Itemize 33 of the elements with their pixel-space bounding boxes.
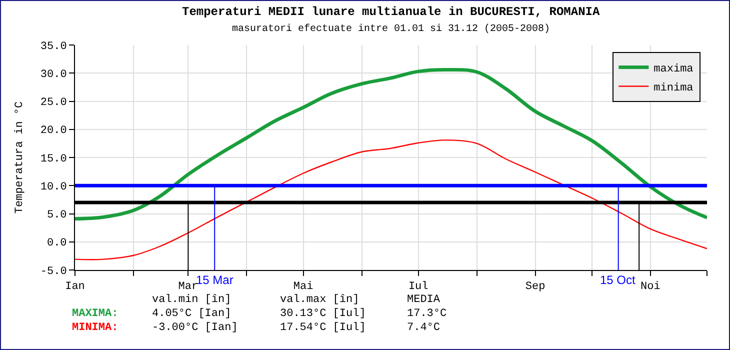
text: 7.4°C: [407, 322, 440, 334]
text: MINIMA:: [72, 322, 118, 334]
text: 4.05°C [Ian]: [152, 308, 232, 320]
text: -3.00°C [Ian]: [152, 322, 238, 334]
x-tick-label: Sep: [525, 281, 546, 294]
y-tick-label: 25.0: [40, 97, 67, 110]
x-tick-label: Mar: [178, 281, 198, 294]
y-tick-label: 30.0: [40, 68, 67, 81]
y-tick-label: 5.0: [46, 210, 67, 222]
legend-label: minima: [654, 82, 694, 95]
legend-label: maxima: [654, 64, 694, 76]
y-tick-label: 15.0: [40, 153, 67, 166]
text: val.min [în]: [152, 294, 232, 306]
ref-line-label: 15 Oct: [600, 273, 636, 287]
x-tick-label: Noi: [640, 281, 661, 294]
x-tick-label: Iul: [408, 281, 428, 294]
y-tick-label: 0.0: [46, 238, 67, 250]
ref-line-label: 15 Mar: [196, 273, 234, 287]
y-axis-title: Temperatura in °C: [14, 100, 26, 214]
y-tick-label: 35.0: [40, 40, 67, 53]
x-tick-label: Ian: [65, 281, 85, 294]
chart-title: Temperaturi MEDII lunare multianuale in BUCURESTI, ROMANIA: [182, 5, 600, 19]
y-tick-label: 20.0: [40, 125, 67, 138]
y-tick-label: -5.0: [40, 266, 67, 278]
text: 17.54°C [Iul]: [280, 322, 366, 334]
chart-subtitle: masuratori efectuate intre 01.01 si 31.12 (2005-2008): [232, 23, 550, 35]
y-tick-label: 10.0: [40, 181, 67, 194]
text: val.max [în]: [280, 294, 360, 306]
text: MEDIA: [407, 294, 440, 306]
x-tick-label: Mai: [293, 281, 314, 294]
text: MAXIMA:: [72, 308, 118, 320]
text: 30.13°C [Iul]: [280, 308, 366, 320]
text: 17.3°C: [407, 308, 448, 320]
